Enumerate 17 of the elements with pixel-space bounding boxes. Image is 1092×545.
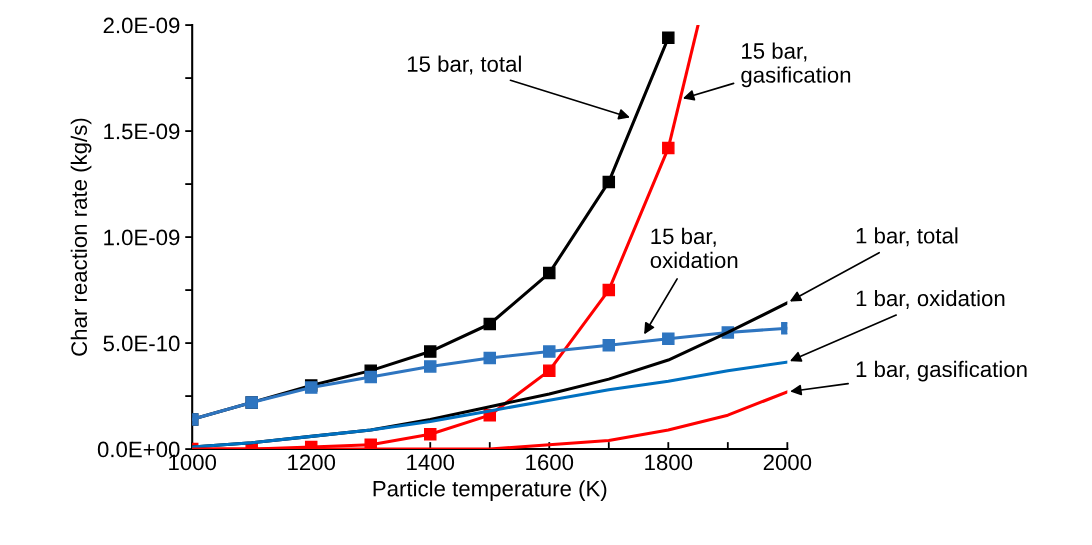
x-axis-title: Particle temperature (K) [373,480,607,501]
y-tick-label: 2.0E-09 [103,17,180,34]
y-tick-label: 5.0E-10 [103,335,180,352]
x-tick-label: 1800 [645,454,693,471]
y-axis-title: Char reaction rate (kg/s) [70,118,92,356]
annotation: 15 bar, total [407,55,521,75]
x-tick-label: 1600 [526,454,574,471]
x-tick-label: 1400 [407,454,455,471]
x-tick-label: 1200 [288,454,336,471]
annotation: 1 bar, total [856,227,958,247]
x-tick-label: 2000 [763,454,812,471]
annotation: 1 bar, gasification [856,360,1027,382]
annotation: 1 bar, oxidation [856,289,1005,309]
y-tick-label: 1.5E-09 [104,123,180,140]
annotation: 15 bar, oxidation [650,227,738,269]
annotation: 15 bar, gasification [741,42,851,88]
y-tick-label: 1.0E-09 [104,229,180,246]
